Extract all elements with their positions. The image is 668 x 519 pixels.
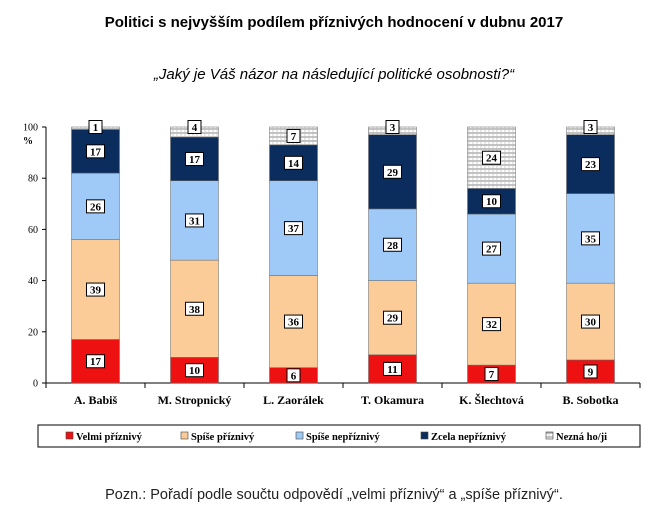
data-label-box [482,241,501,256]
data-label-box [185,363,204,378]
data-label-box [284,155,303,170]
data-label: 7 [489,369,495,381]
y-tick-label: 80 [28,174,38,185]
x-tick-label: B. Sobotka [562,393,618,407]
data-label: 3 [390,122,396,134]
y-tick-label: 0 [33,379,38,390]
x-tick-label: A. Babiš [74,393,118,407]
data-label: 29 [387,313,399,325]
axes: 0 20 40 60 80 100% [23,123,641,390]
data-label: 10 [486,196,498,208]
legend: Velmi příznivý Spíše příznivý Spíše nepříz… [37,424,641,448]
data-label-box [185,213,204,228]
data-label: 37 [288,223,300,235]
legend-box [37,424,641,448]
data-label-box [581,231,600,246]
data-label: 30 [585,317,597,329]
legend-label: Nezná ho/ji [556,432,607,443]
data-label-box [383,237,402,252]
legend-swatch [420,431,429,440]
data-label: 17 [189,154,201,166]
data-label: 35 [585,233,597,245]
data-label: 3 [588,122,594,134]
y-tick-label: 20 [28,327,38,338]
data-label: 36 [288,317,300,329]
data-label: 38 [189,304,201,316]
chart-subtitle: „Jaký je Váš názor na následující politi… [153,66,515,83]
data-label: 17 [90,356,102,368]
data-label-box [185,152,204,166]
data-label-box [484,367,499,382]
data-label-box [383,361,402,376]
data-label: 4 [192,122,198,134]
data-label: 29 [387,167,399,179]
data-label-box [482,317,501,332]
data-label-box [86,199,105,214]
data-label-box [185,301,204,316]
data-label-box [482,194,501,209]
data-label: 24 [486,153,498,165]
data-label-box [583,120,598,134]
data-label-box [383,164,402,179]
data-label: 28 [387,240,399,252]
y-axis-label: % [23,136,33,147]
data-label: 7 [291,131,297,143]
data-label-box [86,354,105,369]
data-label: 1 [93,122,99,134]
legend-swatch [295,431,304,440]
y-tick-label: 100 [23,123,38,134]
data-label-box [286,128,301,143]
y-tick-label: 60 [28,225,38,236]
data-label: 32 [486,319,498,331]
x-tick-label: K. Šlechtová [459,393,524,407]
legend-swatch [545,431,554,440]
data-label: 10 [189,365,201,377]
data-label-box [385,120,400,134]
legend-label: Velmi příznivý [76,432,143,443]
data-label-box [583,364,598,379]
x-tick-label: L. Zaorálek [263,393,324,407]
legend-label: Spíše příznivý [191,432,255,443]
data-label-box [86,144,105,159]
y-tick-label: 40 [28,276,38,287]
data-label-box [88,120,103,134]
data-label: 6 [291,370,297,382]
legend-swatch [180,431,189,440]
data-label-box [286,368,301,383]
data-label: 9 [588,366,594,378]
bar-segment [71,129,120,174]
data-label-box [482,150,501,165]
x-tick-label: M. Stropnický [158,393,232,407]
data-label: 17 [90,146,102,158]
data-label: 11 [387,364,397,376]
legend-label: Spíše nepříznivý [306,432,381,443]
data-label-box [187,120,202,134]
data-label: 31 [189,215,200,227]
legend-label: Zcela nepříznivý [431,432,507,443]
footnote: Pozn.: Pořadí podle součtu odpovědí „vel… [105,487,563,503]
data-label: 26 [90,201,102,213]
data-label: 27 [486,244,498,256]
data-label-box [581,314,600,329]
data-label-box [383,310,402,325]
data-label-box [284,221,303,236]
data-label: 23 [585,159,597,171]
data-label: 39 [90,285,102,297]
chart-title: Politici s nejvyšším podílem příznivých … [104,14,564,31]
data-label-box [284,314,303,329]
data-label-box [581,157,600,172]
x-tick-label: T. Okamura [361,393,424,407]
data-label: 14 [288,158,300,170]
data-label-box [86,282,105,297]
legend-swatch [65,431,74,440]
